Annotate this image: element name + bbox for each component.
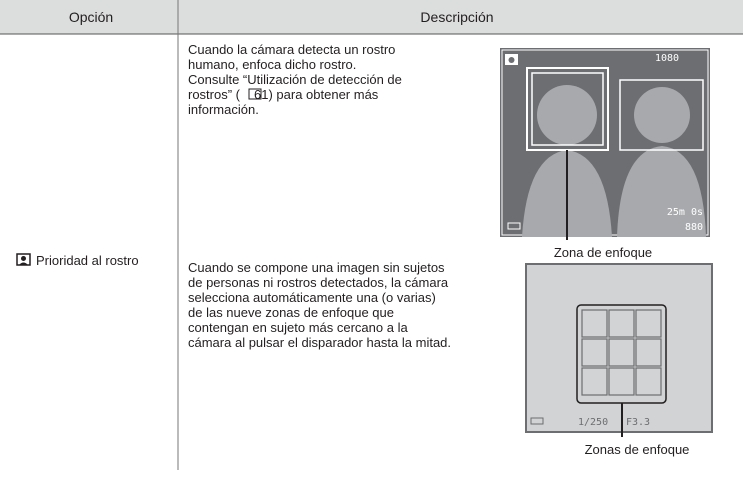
option-name: Prioridad al rostro [36, 253, 139, 268]
description-2: Cuando se compone una imagen sin sujetos… [188, 260, 451, 350]
text-part: 61) para obtener más [254, 87, 379, 102]
text-line: información. [188, 102, 259, 117]
figure-label: Zona de enfoque [554, 245, 652, 260]
text-line: humano, enfoca dicho rostro. [188, 57, 356, 72]
header-bg [0, 0, 743, 34]
text-part: rostros” ( [188, 87, 241, 102]
screen-zones: 1/250 F3.3 [525, 263, 713, 437]
face-icon [16, 253, 31, 266]
description-1: Cuando la cámara detecta un rostro human… [188, 42, 402, 117]
figure-label: Zonas de enfoque [585, 442, 690, 457]
text-line: de las nueve zonas de enfoque que [188, 305, 394, 320]
text-line: rostros” ( 61) para obtener más [188, 87, 379, 102]
header-cell: Opción [69, 9, 113, 25]
text-line: Cuando la cámara detecta un rostro [188, 42, 395, 57]
text-line: Cuando se compone una imagen sin sujetos [188, 260, 445, 275]
text-line: selecciona automáticamente una (o varias… [188, 290, 436, 305]
screen-text: 25m 0s [667, 207, 703, 218]
screen-text: 1/250 [578, 417, 608, 428]
screen-text: 880 [685, 222, 703, 233]
screen-face: 1080 25m 0s 880 [500, 48, 710, 240]
text-line: cámara al pulsar el disparador hasta la … [188, 335, 451, 350]
book-icon [248, 88, 262, 100]
text-line: contengan en sujeto más cercano a la [188, 320, 408, 335]
screen-text: 1080 [655, 53, 679, 64]
header-cell: Descripción [420, 9, 493, 25]
text-line: Consulte “Utilización de detección de [188, 72, 402, 87]
text-line: de personas ni rostros detectados, la cá… [188, 275, 449, 290]
screen-text: F3.3 [626, 417, 650, 428]
